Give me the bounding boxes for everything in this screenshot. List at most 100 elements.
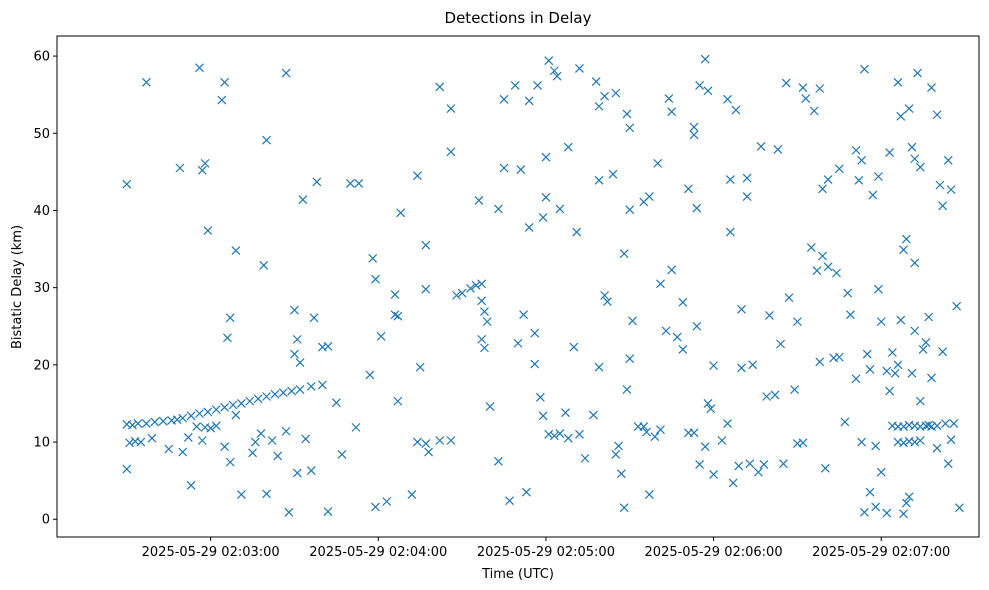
data-point-marker (723, 419, 732, 428)
data-point-marker (756, 141, 766, 151)
data-point-marker (122, 179, 132, 189)
data-point-marker (818, 184, 827, 194)
data-point-marker (538, 411, 548, 421)
data-point-marker (689, 428, 699, 438)
data-point-marker (823, 262, 833, 272)
data-point-marker (390, 290, 400, 300)
data-point-marker (270, 389, 280, 399)
data-point-marker (857, 155, 867, 165)
data-point-marker (952, 301, 962, 311)
data-point-marker (946, 435, 956, 445)
data-point-marker (709, 470, 719, 479)
data-point-marker (851, 374, 861, 384)
data-point-marker (860, 507, 869, 517)
data-point-marker (376, 331, 386, 341)
data-point-marker (904, 104, 914, 113)
x-axis: 2025-05-29 02:03:00 2025-05-29 02:04:00 20… (142, 537, 950, 560)
data-point-marker (262, 135, 271, 145)
data-point-marker (899, 245, 908, 255)
data-point-marker (477, 296, 487, 306)
data-point-marker (773, 145, 783, 154)
y-tick-label: 20 (33, 358, 50, 373)
data-point-marker (616, 469, 626, 479)
data-point-marker (915, 396, 925, 406)
data-point-marker (519, 310, 529, 320)
data-point-marker (538, 212, 548, 222)
data-point-marker (494, 456, 503, 466)
data-point-marker (709, 361, 719, 371)
data-point-marker (250, 437, 260, 447)
data-point-marker (625, 354, 635, 364)
data-point-marker (910, 154, 920, 164)
data-point-marker (262, 489, 271, 499)
data-point-marker (530, 359, 540, 369)
chart-title: Detections in Delay (445, 9, 592, 27)
data-point-marker (840, 417, 850, 427)
data-point-marker (393, 311, 403, 321)
data-point-marker (918, 344, 928, 354)
data-point-marker (485, 402, 495, 411)
data-point-marker (742, 192, 752, 201)
data-point-marker (524, 96, 534, 106)
data-point-marker (561, 408, 570, 418)
data-point-marker (555, 429, 565, 438)
data-point-marker (695, 460, 705, 469)
data-point-marker (220, 402, 230, 412)
data-point-marker (368, 253, 378, 263)
data-point-marker (457, 288, 467, 298)
data-point-marker (535, 392, 545, 402)
data-point-marker (354, 179, 364, 188)
data-point-marker (823, 175, 833, 185)
data-point-marker (625, 205, 635, 215)
data-point-marker (228, 400, 238, 410)
data-point-marker (323, 507, 333, 516)
data-point-marker (619, 249, 629, 259)
data-point-marker (684, 184, 693, 194)
data-point-marker (706, 404, 716, 414)
data-point-marker (365, 370, 375, 380)
data-point-marker (737, 304, 746, 314)
data-point-marker (904, 492, 914, 502)
data-point-marker (762, 392, 772, 401)
data-point-marker (753, 467, 763, 477)
data-point-marker (211, 405, 221, 415)
data-point-marker (541, 152, 551, 162)
data-point-marker (371, 502, 380, 512)
data-point-marker (253, 394, 263, 404)
data-point-marker (622, 109, 632, 119)
data-point-marker (494, 204, 503, 214)
y-tick-label: 0 (42, 513, 50, 528)
data-point-marker (882, 508, 892, 518)
data-point-marker (396, 208, 406, 218)
data-point-marker (217, 95, 227, 105)
data-point-marker (907, 368, 917, 378)
data-point-marker (868, 190, 878, 200)
data-point-marker (873, 172, 883, 181)
data-point-marker (306, 382, 316, 391)
data-point-marker (390, 310, 400, 320)
data-point-marker (351, 422, 361, 432)
data-point-marker (949, 419, 959, 428)
data-point-marker (256, 429, 266, 438)
data-point-marker (700, 54, 710, 64)
data-point-marker (778, 459, 788, 469)
data-point-marker (195, 63, 204, 73)
data-point-marker (259, 260, 269, 270)
data-point-marker (876, 317, 886, 327)
data-point-marker (407, 490, 417, 499)
data-point-marker (611, 449, 621, 459)
data-point-marker (175, 163, 185, 173)
data-point-marker (317, 380, 327, 390)
data-point-marker (703, 399, 713, 408)
data-point-marker (530, 328, 540, 338)
data-point-marker (644, 192, 654, 201)
data-point-marker (717, 436, 727, 445)
data-point-marker (580, 453, 590, 463)
data-point-marker (225, 457, 235, 467)
data-point-marker (412, 437, 422, 447)
data-point-marker (421, 240, 431, 250)
data-point-marker (178, 413, 188, 423)
data-point-marker (941, 419, 950, 428)
data-point-marker (913, 68, 922, 78)
data-point-marker (656, 425, 665, 435)
